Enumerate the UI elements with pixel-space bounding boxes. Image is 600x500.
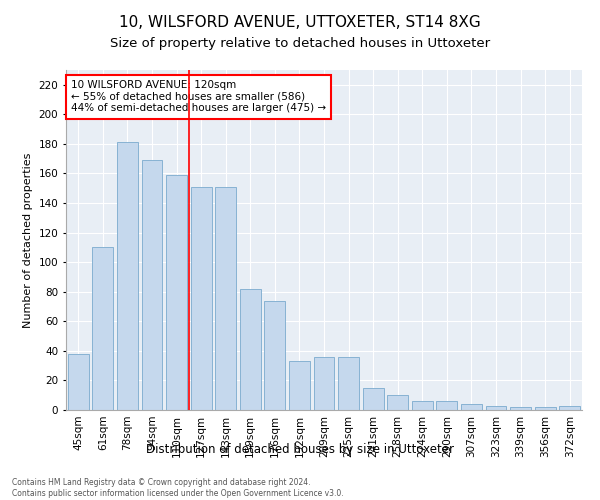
Bar <box>362 388 383 410</box>
Bar <box>461 404 482 410</box>
Bar <box>314 357 334 410</box>
Bar <box>92 248 113 410</box>
Bar <box>142 160 163 410</box>
Text: 10, WILSFORD AVENUE, UTTOXETER, ST14 8XG: 10, WILSFORD AVENUE, UTTOXETER, ST14 8XG <box>119 15 481 30</box>
Bar <box>117 142 138 410</box>
Bar <box>387 395 408 410</box>
Bar <box>166 175 187 410</box>
Bar <box>412 401 433 410</box>
Bar <box>240 289 261 410</box>
Text: Size of property relative to detached houses in Uttoxeter: Size of property relative to detached ho… <box>110 38 490 51</box>
Bar <box>289 361 310 410</box>
Bar <box>535 407 556 410</box>
Bar <box>510 407 531 410</box>
Bar <box>485 406 506 410</box>
Bar <box>191 187 212 410</box>
Bar <box>215 187 236 410</box>
Text: 10 WILSFORD AVENUE: 120sqm
← 55% of detached houses are smaller (586)
44% of sem: 10 WILSFORD AVENUE: 120sqm ← 55% of deta… <box>71 80 326 114</box>
Bar <box>68 354 89 410</box>
Y-axis label: Number of detached properties: Number of detached properties <box>23 152 33 328</box>
Bar <box>559 406 580 410</box>
Bar <box>338 357 359 410</box>
Bar <box>265 300 286 410</box>
Text: Contains HM Land Registry data © Crown copyright and database right 2024.
Contai: Contains HM Land Registry data © Crown c… <box>12 478 344 498</box>
Text: Distribution of detached houses by size in Uttoxeter: Distribution of detached houses by size … <box>146 442 454 456</box>
Bar <box>436 401 457 410</box>
